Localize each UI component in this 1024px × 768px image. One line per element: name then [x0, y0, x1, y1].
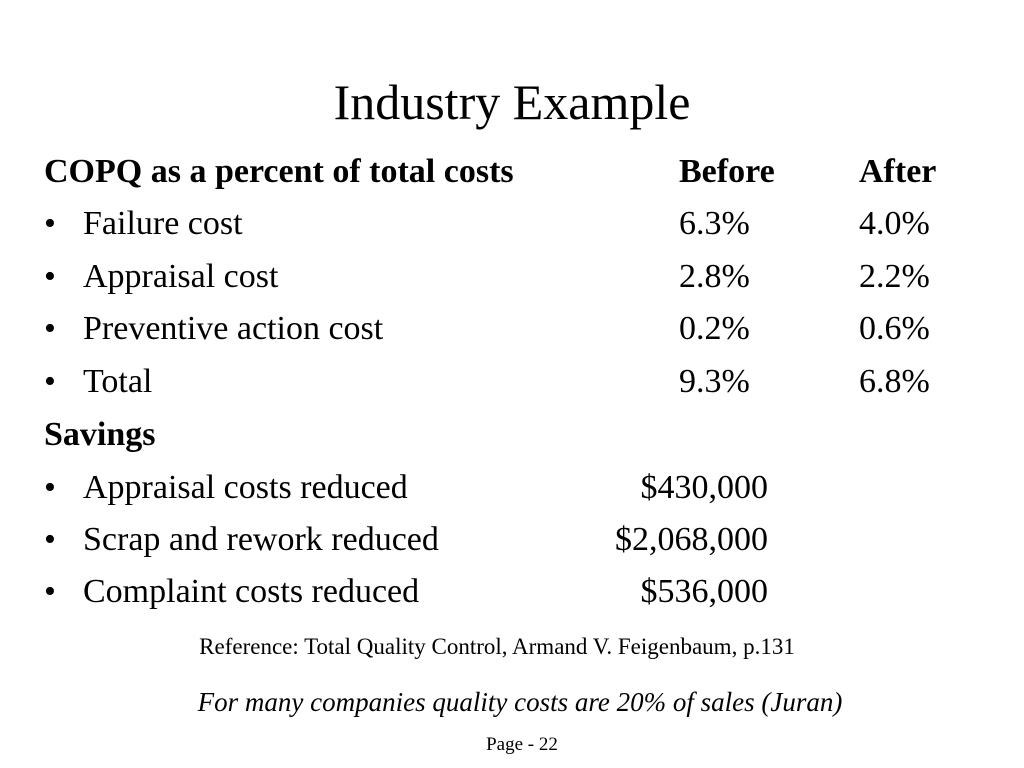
slide-title: Industry Example: [333, 74, 691, 130]
copq-row-label: Preventive action cost: [83, 310, 384, 347]
page-number: Page - 22: [486, 734, 558, 755]
bullet-icon: •: [44, 363, 56, 400]
copq-row-after: 4.0%: [859, 205, 930, 242]
copq-heading: COPQ as a percent of total costs: [44, 153, 514, 190]
copq-row-before: 9.3%: [679, 363, 750, 400]
copq-row: • Total 9.3% 6.8%: [44, 357, 984, 407]
savings-row-label: Appraisal costs reduced: [83, 469, 408, 506]
savings-row-amount: $430,000: [640, 469, 769, 506]
savings-row-label: Complaint costs reduced: [83, 573, 420, 610]
juran-quote: For many companies quality costs are 20%…: [197, 687, 843, 717]
copq-row-before: 2.8%: [679, 258, 750, 295]
after-column-header: After: [859, 153, 937, 190]
savings-heading: Savings: [44, 416, 156, 453]
savings-header-row: Savings: [44, 410, 984, 460]
reference-note: Reference: Total Quality Control, Armand…: [199, 634, 795, 659]
savings-row-amount: $2,068,000: [615, 521, 768, 558]
copq-header-row: COPQ as a percent of total costs Before …: [44, 147, 984, 197]
bullet-icon: •: [44, 258, 56, 295]
bullet-icon: •: [44, 521, 56, 558]
copq-row-before: 6.3%: [679, 205, 750, 242]
bullet-icon: •: [44, 310, 56, 347]
copq-row-after: 0.6%: [859, 310, 930, 347]
copq-row: • Preventive action cost 0.2% 0.6%: [44, 304, 984, 354]
copq-row-label: Failure cost: [83, 205, 243, 242]
copq-row: • Appraisal cost 2.8% 2.2%: [44, 252, 984, 302]
copq-row-after: 6.8%: [859, 363, 930, 400]
bullet-icon: •: [44, 205, 56, 242]
savings-row-label: Scrap and rework reduced: [83, 521, 439, 558]
copq-row-after: 2.2%: [859, 258, 930, 295]
copq-row-label: Total: [83, 363, 153, 400]
savings-row: • Appraisal costs reduced $430,000: [44, 463, 984, 513]
savings-row: • Complaint costs reduced $536,000: [44, 567, 984, 617]
copq-row-label: Appraisal cost: [83, 258, 279, 295]
bullet-icon: •: [44, 469, 56, 506]
copq-row: • Failure cost 6.3% 4.0%: [44, 199, 984, 249]
copq-row-before: 0.2%: [679, 310, 750, 347]
bullet-icon: •: [44, 573, 56, 610]
before-column-header: Before: [679, 153, 775, 190]
savings-row-amount: $536,000: [640, 573, 769, 610]
savings-row: • Scrap and rework reduced $2,068,000: [44, 515, 984, 565]
